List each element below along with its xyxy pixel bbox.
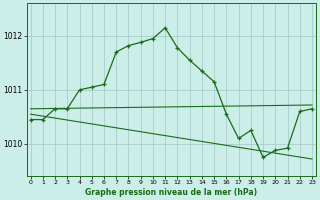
- X-axis label: Graphe pression niveau de la mer (hPa): Graphe pression niveau de la mer (hPa): [85, 188, 257, 197]
